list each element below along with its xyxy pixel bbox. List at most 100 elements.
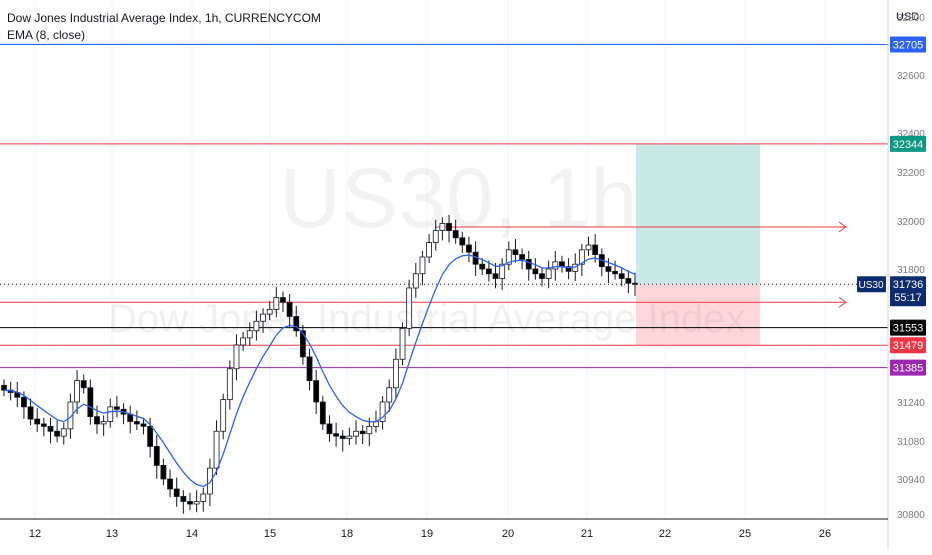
candle-body[interactable] — [40, 423, 47, 427]
candle-body[interactable] — [359, 430, 366, 435]
candle-body[interactable] — [399, 327, 406, 360]
candle-body[interactable] — [618, 273, 625, 279]
legend-title[interactable]: Dow Jones Industrial Average Index, 1h, … — [7, 11, 321, 25]
candle-body[interactable] — [140, 423, 147, 427]
candle-body[interactable] — [293, 316, 300, 332]
candle-body[interactable] — [213, 430, 220, 469]
candle-body[interactable] — [67, 401, 74, 430]
candle-body[interactable] — [127, 413, 134, 422]
candle-body[interactable] — [459, 237, 466, 246]
candle-body[interactable] — [612, 270, 618, 275]
candle-body[interactable] — [625, 278, 632, 284]
candle-body[interactable] — [160, 465, 167, 480]
candle-body[interactable] — [173, 488, 180, 497]
candle-body[interactable] — [1, 384, 7, 391]
candle-body[interactable] — [21, 396, 27, 408]
time-tick-label: 14 — [186, 528, 198, 540]
candle-body[interactable] — [366, 425, 373, 435]
candle-body[interactable] — [107, 406, 114, 422]
target-zone[interactable] — [636, 143, 760, 285]
candle-body[interactable] — [200, 493, 207, 502]
candle-body[interactable] — [452, 230, 459, 239]
candle-body[interactable] — [246, 330, 253, 339]
candle-body[interactable] — [240, 337, 247, 346]
candle-body[interactable] — [585, 244, 592, 251]
candle-body[interactable] — [34, 418, 41, 425]
candle-body[interactable] — [525, 258, 532, 270]
candle-body[interactable] — [94, 416, 100, 425]
candle-body[interactable] — [353, 430, 359, 437]
candle-body[interactable] — [266, 308, 273, 315]
candle-body[interactable] — [392, 358, 399, 389]
candle-body[interactable] — [499, 263, 506, 279]
time-tick-label: 13 — [106, 528, 118, 540]
candle-body[interactable] — [545, 268, 552, 279]
candle-body[interactable] — [100, 421, 107, 425]
candle-body[interactable] — [552, 261, 559, 270]
candle-body[interactable] — [153, 446, 160, 466]
candle-body[interactable] — [167, 478, 173, 490]
candle-body[interactable] — [333, 433, 340, 437]
candle-body[interactable] — [346, 435, 353, 439]
candle-body[interactable] — [47, 425, 54, 432]
candle-body[interactable] — [54, 430, 61, 437]
candle-body[interactable] — [386, 387, 393, 403]
candle-body[interactable] — [220, 399, 227, 432]
candle-body[interactable] — [180, 496, 187, 502]
candle-body[interactable] — [27, 406, 34, 420]
candle-body[interactable] — [565, 266, 572, 272]
candle-body[interactable] — [114, 406, 120, 410]
legend-indicator[interactable]: EMA (8, close) — [7, 28, 86, 42]
candle-body[interactable] — [187, 501, 193, 505]
candle-body[interactable] — [559, 261, 565, 267]
symbol-badge-bg — [857, 276, 886, 293]
candle-body[interactable] — [512, 249, 519, 256]
candle-body[interactable] — [233, 344, 240, 370]
candle-body[interactable] — [60, 428, 67, 437]
candle-body[interactable] — [439, 222, 446, 231]
candle-body[interactable] — [280, 297, 286, 303]
stop-zone[interactable] — [636, 284, 760, 346]
axis-currency-label: USD — [896, 11, 919, 23]
candle-body[interactable] — [539, 273, 545, 279]
candle-body[interactable] — [207, 467, 213, 495]
candle-body[interactable] — [419, 256, 426, 275]
candle-body[interactable] — [273, 297, 280, 310]
candle-body[interactable] — [485, 268, 492, 275]
candle-body[interactable] — [306, 356, 313, 382]
candle-body[interactable] — [578, 249, 585, 265]
candle-body[interactable] — [193, 501, 200, 505]
candle-body[interactable] — [326, 423, 333, 435]
candle-body[interactable] — [505, 249, 512, 265]
price-level-badge: 32344 — [893, 139, 924, 151]
candle-body[interactable] — [479, 263, 486, 270]
candle-body[interactable] — [286, 301, 293, 317]
candle-body[interactable] — [313, 380, 320, 403]
candle-body[interactable] — [466, 244, 472, 253]
candle-body[interactable] — [74, 380, 80, 403]
candle-body[interactable] — [605, 266, 612, 272]
candle-body[interactable] — [147, 425, 154, 447]
candle-body[interactable] — [299, 330, 306, 358]
candle-body[interactable] — [319, 401, 326, 425]
candle-body[interactable] — [532, 268, 539, 275]
candle-body[interactable] — [406, 287, 413, 329]
candle-body[interactable] — [260, 313, 266, 322]
candle-body[interactable] — [432, 230, 439, 244]
candle-body[interactable] — [519, 254, 525, 260]
candle-body[interactable] — [446, 222, 452, 231]
candle-body[interactable] — [87, 387, 94, 418]
candle-body[interactable] — [426, 242, 432, 258]
candle-body[interactable] — [226, 368, 233, 401]
candle-body[interactable] — [133, 421, 140, 425]
candle-body[interactable] — [492, 273, 499, 279]
candle-body[interactable] — [379, 401, 386, 422]
candle-body[interactable] — [632, 282, 638, 285]
candle-body[interactable] — [592, 244, 599, 255]
candle-body[interactable] — [253, 320, 260, 332]
candle-body[interactable] — [339, 435, 346, 439]
candle-body[interactable] — [412, 273, 419, 289]
candle-body[interactable] — [80, 380, 87, 389]
